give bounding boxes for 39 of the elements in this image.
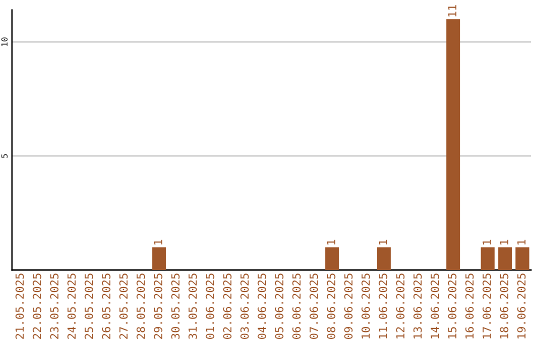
x-tick-label: 13.06.2025 <box>413 274 422 338</box>
data-label: 1 <box>500 240 508 244</box>
y-tick-label: 5 <box>1 154 8 158</box>
x-tick-label: 07.06.2025 <box>310 274 318 339</box>
x-tick-label: 03.06.2025 <box>240 274 249 339</box>
x-tick-label: 27.05.2025 <box>119 274 128 339</box>
data-label: 1 <box>378 240 388 244</box>
y-tick-label: 10 <box>1 37 8 46</box>
x-tick-label: 09.06.2025 <box>344 274 353 339</box>
x-tick-label: 18.06.2025 <box>500 274 508 338</box>
x-tick-label: 21.05.2025 <box>16 274 24 339</box>
x-tick-label: 22.05.2025 <box>32 274 42 339</box>
x-tick-label: 17.06.2025 <box>482 274 492 338</box>
x-tick-label: 30.05.2025 <box>171 274 180 339</box>
data-label: 11 <box>448 5 456 16</box>
x-tick-label: 24.05.2025 <box>67 274 76 339</box>
x-tick-label: 26.05.2025 <box>102 274 110 339</box>
x-tick-label: 01.06.2025 <box>206 274 214 339</box>
data-label: 1 <box>154 240 162 244</box>
x-tick-label: 14.06.2025 <box>430 274 440 338</box>
x-tick-label: 08.06.2025 <box>326 274 336 339</box>
data-label: 1 <box>482 240 491 244</box>
x-tick-label: 04.06.2025 <box>258 274 266 339</box>
x-tick-label: 10.06.2025 <box>362 274 370 338</box>
x-tick-label: 29.05.2025 <box>154 274 162 339</box>
x-tick-label: 11.06.2025 <box>378 274 388 338</box>
x-tick-label: 02.06.2025 <box>223 274 232 339</box>
x-tick-label: 31.05.2025 <box>188 274 197 339</box>
x-tick-label: 05.06.2025 <box>275 274 284 339</box>
x-tick-label: 16.06.2025 <box>465 274 474 338</box>
x-tick-label: 15.06.2025 <box>448 274 456 338</box>
data-label: 1 <box>517 240 526 244</box>
x-tick-label: 06.06.2025 <box>292 274 301 339</box>
x-tick-label: 23.05.2025 <box>50 274 59 339</box>
data-label: 1 <box>327 240 336 244</box>
x-tick-label: 28.05.2025 <box>136 274 146 339</box>
x-tick-label: 12.06.2025 <box>396 274 405 338</box>
x-tick-label: 25.05.2025 <box>84 274 94 339</box>
x-tick-label: 19.06.2025 <box>517 274 526 338</box>
